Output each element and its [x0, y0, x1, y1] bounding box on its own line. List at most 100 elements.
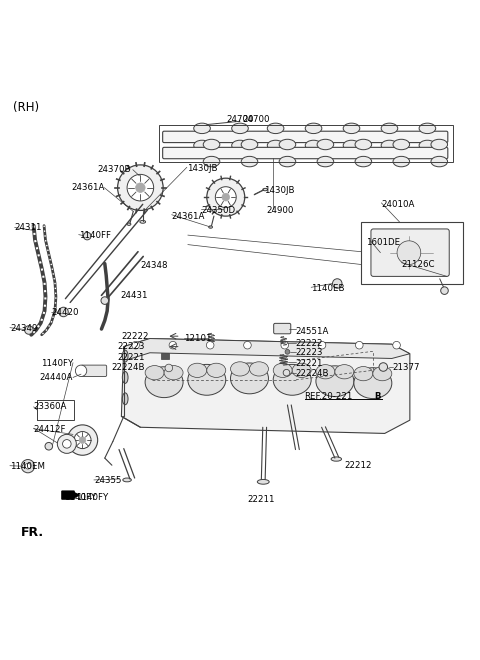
Ellipse shape — [331, 457, 342, 461]
Circle shape — [132, 341, 139, 349]
Text: 22211: 22211 — [247, 496, 275, 504]
Circle shape — [67, 425, 97, 455]
Circle shape — [207, 178, 245, 216]
Ellipse shape — [122, 393, 128, 405]
Text: 1140FY: 1140FY — [76, 492, 108, 502]
Text: 24412F: 24412F — [34, 425, 66, 434]
Ellipse shape — [140, 220, 145, 223]
Ellipse shape — [305, 123, 322, 133]
Text: 22224B: 22224B — [296, 369, 329, 378]
Circle shape — [136, 183, 145, 193]
Text: 24349: 24349 — [10, 323, 37, 333]
Ellipse shape — [267, 140, 284, 150]
Ellipse shape — [230, 363, 268, 394]
Text: 1140FF: 1140FF — [79, 230, 111, 240]
Ellipse shape — [393, 139, 409, 150]
Ellipse shape — [343, 123, 360, 133]
Circle shape — [84, 232, 91, 240]
Circle shape — [57, 434, 76, 453]
Text: 22212: 22212 — [344, 461, 372, 470]
Circle shape — [75, 365, 87, 376]
Circle shape — [62, 440, 71, 448]
Bar — [161, 353, 169, 360]
Text: 24700: 24700 — [226, 115, 254, 124]
Ellipse shape — [164, 366, 183, 380]
Text: 24311: 24311 — [14, 224, 42, 232]
Text: 21377: 21377 — [393, 364, 420, 372]
Text: 24361A: 24361A — [172, 212, 205, 220]
Text: 1430JB: 1430JB — [264, 187, 294, 195]
Ellipse shape — [263, 188, 267, 191]
Text: 22222: 22222 — [121, 332, 149, 341]
Text: 24348: 24348 — [140, 261, 168, 269]
FancyBboxPatch shape — [371, 229, 449, 277]
Circle shape — [283, 370, 290, 376]
Ellipse shape — [431, 156, 447, 167]
Ellipse shape — [273, 364, 311, 395]
Circle shape — [441, 287, 448, 294]
Text: 21126C: 21126C — [401, 260, 435, 269]
Circle shape — [318, 341, 326, 349]
Text: 22223: 22223 — [118, 342, 145, 351]
Ellipse shape — [188, 364, 226, 395]
FancyBboxPatch shape — [163, 147, 448, 158]
Ellipse shape — [127, 223, 131, 225]
Ellipse shape — [305, 140, 322, 150]
Polygon shape — [121, 339, 410, 434]
Text: 1140FY: 1140FY — [41, 359, 73, 368]
Text: B: B — [375, 392, 381, 401]
Ellipse shape — [292, 363, 311, 378]
Text: 24431: 24431 — [120, 291, 148, 300]
Text: 24900: 24900 — [266, 206, 294, 215]
Ellipse shape — [419, 123, 436, 133]
Circle shape — [393, 341, 400, 349]
Ellipse shape — [355, 156, 372, 167]
Circle shape — [285, 349, 290, 354]
Text: REF.20-221: REF.20-221 — [304, 392, 353, 401]
Circle shape — [281, 341, 288, 349]
Text: 23360A: 23360A — [34, 403, 67, 411]
Text: 1430JB: 1430JB — [187, 164, 217, 173]
Text: 1140EM: 1140EM — [10, 461, 45, 471]
Bar — [159, 125, 454, 162]
Ellipse shape — [381, 123, 398, 133]
Ellipse shape — [373, 366, 392, 381]
Ellipse shape — [232, 123, 248, 133]
Text: 24420: 24420 — [52, 308, 79, 317]
Circle shape — [101, 297, 108, 304]
Ellipse shape — [194, 140, 210, 150]
Circle shape — [356, 341, 363, 349]
Text: FR.: FR. — [21, 526, 44, 539]
Circle shape — [24, 326, 33, 334]
Ellipse shape — [355, 139, 372, 150]
Circle shape — [379, 363, 387, 372]
Ellipse shape — [267, 123, 284, 133]
Ellipse shape — [232, 140, 248, 150]
Bar — [361, 222, 464, 284]
Circle shape — [25, 463, 31, 469]
Circle shape — [127, 174, 154, 201]
Circle shape — [206, 341, 214, 349]
Text: 1601DE: 1601DE — [366, 238, 400, 247]
Circle shape — [79, 437, 86, 444]
Circle shape — [333, 279, 342, 288]
Text: 22224B: 22224B — [112, 364, 145, 372]
Circle shape — [169, 341, 177, 349]
FancyBboxPatch shape — [274, 323, 291, 334]
Ellipse shape — [381, 140, 398, 150]
FancyBboxPatch shape — [81, 365, 107, 376]
Text: 24350D: 24350D — [201, 206, 235, 215]
Text: 24355: 24355 — [94, 476, 121, 485]
Text: 24700: 24700 — [242, 115, 270, 124]
Ellipse shape — [188, 363, 207, 378]
Circle shape — [222, 193, 229, 201]
Text: 22221: 22221 — [118, 352, 145, 362]
Circle shape — [45, 442, 53, 450]
Circle shape — [59, 307, 68, 317]
Ellipse shape — [250, 362, 268, 376]
Circle shape — [21, 459, 35, 473]
FancyBboxPatch shape — [163, 131, 448, 143]
Ellipse shape — [145, 366, 164, 380]
Text: 24361A: 24361A — [72, 183, 105, 192]
Ellipse shape — [122, 372, 128, 383]
